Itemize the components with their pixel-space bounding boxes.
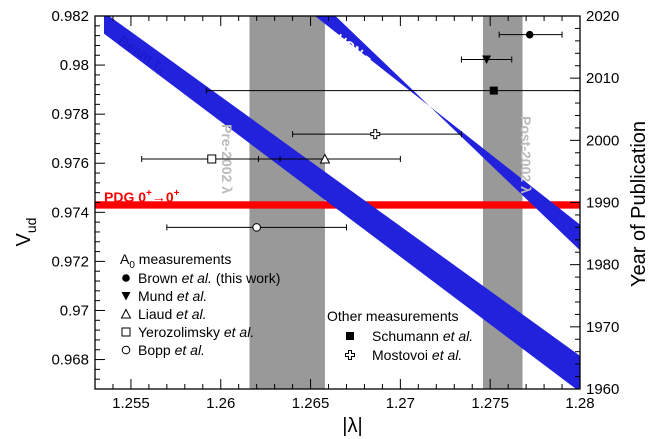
legend-entry-etal: et al. [175, 342, 205, 358]
data-point [489, 86, 498, 95]
points-layer [141, 30, 580, 232]
x-tick-label: 1.27 [386, 395, 415, 412]
legend-entry-etal: et al. [432, 347, 462, 363]
y-right-tick-label: 2020 [586, 8, 619, 25]
legend-group2-title: Other measurements [327, 308, 459, 324]
legend-marker [121, 345, 131, 355]
post2002-label: Post-2002 λ [518, 116, 534, 194]
legend-entry: Mostovoi et al. [372, 347, 462, 363]
legend-entry-name: Bopp [138, 342, 175, 358]
band-beam-n [103, 16, 580, 389]
y-left-axis-title-main: V [13, 232, 35, 246]
legend-marker [122, 274, 130, 282]
pdg-label-sup1: + [146, 188, 152, 199]
legend-entry: Mund et al. [138, 288, 207, 304]
legend-group1-title-sub: 0 [129, 260, 135, 271]
ticks-layer: 1.255 1.26 1.265 1.27 1.275 1.28 0.968 0.97 0.97… [51, 8, 619, 412]
legend-group1-title: A0 measurements [120, 251, 231, 271]
legend-entry: Bopp et al. [138, 342, 205, 358]
y-left-axis-title: Vud [13, 218, 39, 247]
legend-entry-name: Schumann [372, 328, 443, 344]
legend-entry-name: Liaud [138, 306, 176, 322]
legend-entry: Yerozolimsky et al. [138, 324, 254, 340]
axis-titles: |λ| Vud Year of Publication [13, 121, 650, 437]
x-tick-label: 1.28 [565, 395, 594, 412]
pdg-label-main: PDG 0 [104, 189, 146, 205]
y-left-tick-label: 0.968 [51, 352, 89, 369]
legend-marker [121, 327, 131, 337]
legend-entry: Brown et al. (this work) [138, 270, 280, 286]
x-tick-label: 1.255 [112, 395, 150, 412]
legend-group1-title-rest: measurements [135, 251, 231, 267]
legend-marker [345, 350, 355, 360]
pdg-label-sup2: + [174, 188, 180, 199]
beam-label-sub: n [154, 66, 165, 79]
x-axis-title: |λ| [342, 415, 362, 437]
legend-marker [346, 332, 354, 340]
y-right-tick-label: 1980 [586, 257, 619, 274]
ucn-label-sub: n [363, 62, 374, 74]
y-left-tick-label: 0.982 [51, 8, 89, 25]
x-tick-label: 1.265 [292, 395, 330, 412]
legend-entry-name: Yerozolimsky [138, 324, 224, 340]
y-right-tick-label: 1990 [586, 195, 619, 212]
y-left-axis-title-sub: ud [23, 218, 39, 234]
data-point [252, 223, 261, 232]
legend-entry-name: Mostovoi [372, 347, 432, 363]
data-point [525, 30, 534, 39]
y-left-tick-label: 0.97 [60, 302, 89, 319]
y-right-axis-title: Year of Publication [628, 121, 650, 287]
y-right-tick-label: 2010 [586, 70, 619, 87]
legend-entry-name: Brown [138, 270, 182, 286]
y-left-tick-label: 0.98 [60, 57, 89, 74]
bands-layer [95, 16, 580, 389]
data-point [370, 129, 381, 140]
pdg-label: PDG 0+→0+ [104, 188, 180, 205]
y-right-tick-label: 2000 [586, 132, 619, 149]
data-point [482, 55, 492, 65]
legend-group1-title-main: A [120, 251, 130, 267]
legend-entry-suffix: (this work) [212, 270, 280, 286]
legend-entry-etal: et al. [443, 328, 473, 344]
y-left-tick-label: 0.976 [51, 155, 89, 172]
y-left-tick-label: 0.974 [51, 204, 89, 221]
legend-entry-etal: et al. [176, 306, 206, 322]
x-tick-label: 1.26 [206, 395, 235, 412]
legend-marker [121, 292, 131, 301]
legend-entry-etal: et al. [177, 288, 207, 304]
legend-entry-etal: et al. [224, 324, 254, 340]
data-point [207, 154, 217, 164]
legend-marker [120, 308, 132, 319]
x-tick-label: 1.275 [471, 395, 509, 412]
y-right-tick-label: 1970 [586, 319, 619, 336]
data-point [319, 153, 331, 164]
y-right-tick-label: 1960 [586, 381, 619, 398]
legend-entry: Schumann et al. [372, 328, 473, 344]
legend-entry-etal: et al. [182, 270, 212, 286]
y-left-tick-label: 0.978 [51, 106, 89, 123]
legend-entry-name: Mund [138, 288, 177, 304]
pdg-label-arrow: →0 [152, 189, 174, 205]
y-left-tick-label: 0.972 [51, 253, 89, 270]
legend-entry: Liaud et al. [138, 306, 207, 322]
